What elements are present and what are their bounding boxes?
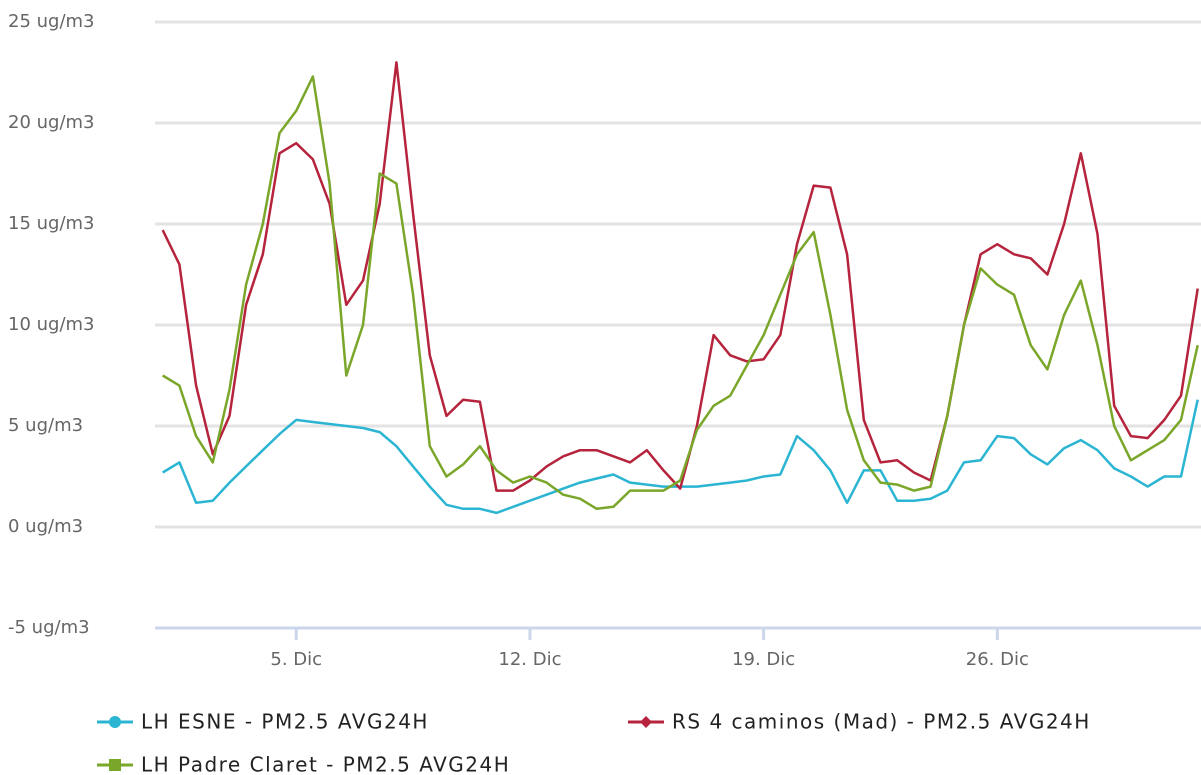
y-tick-label: 0 ug/m3 [8,516,83,537]
series-line [162,399,1199,515]
y-tick-label: 10 ug/m3 [8,314,95,335]
y-tick-label: 15 ug/m3 [8,213,95,234]
y-tick-label: 20 ug/m3 [8,112,95,133]
series-line [162,75,1199,511]
y-tick-label: 25 ug/m3 [8,11,95,32]
y-tick-label: 5 ug/m3 [8,415,83,436]
x-tick-label: 19. Dic [732,649,795,670]
legend-label: LH Padre Claret - PM2.5 AVG24H [141,753,510,775]
x-tick-label: 5. Dic [270,649,322,670]
legend-marker [109,759,121,771]
legend-label: LH ESNE - PM2.5 AVG24H [141,710,429,734]
y-tick-label: -5 ug/m3 [8,617,90,638]
legend-label: RS 4 caminos (Mad) - PM2.5 AVG24H [672,710,1091,734]
legend-marker [109,716,121,728]
legend-marker [640,716,652,728]
x-tick-label: 12. Dic [498,649,561,670]
x-tick-label: 26. Dic [966,649,1029,670]
